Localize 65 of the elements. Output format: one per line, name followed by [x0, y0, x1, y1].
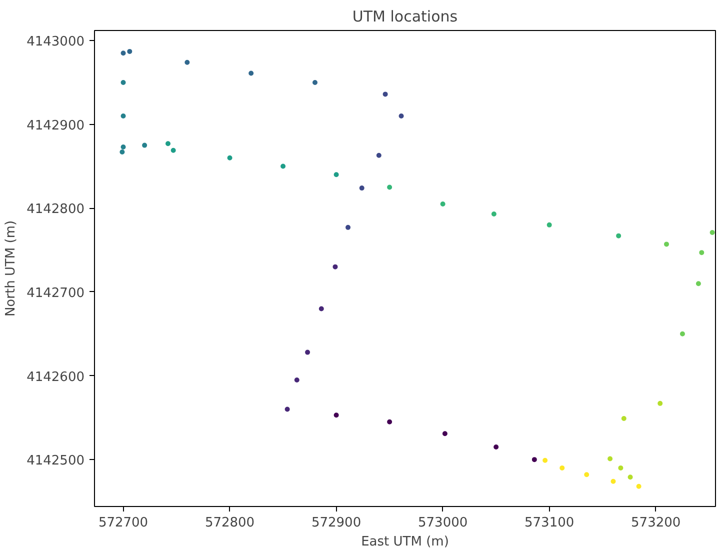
- point: [376, 152, 382, 158]
- point: [710, 230, 715, 235]
- point: [332, 264, 338, 270]
- chart-title: UTM locations: [352, 8, 458, 26]
- point: [120, 113, 126, 118]
- point: [440, 201, 446, 206]
- point: [120, 50, 126, 56]
- point: [636, 484, 642, 489]
- point: [120, 80, 126, 85]
- point: [532, 457, 537, 462]
- x-tick-label: 572800: [204, 516, 255, 530]
- point: [696, 281, 701, 286]
- point: [618, 465, 624, 470]
- point: [560, 465, 565, 470]
- point: [382, 92, 388, 97]
- point: [284, 406, 290, 412]
- point: [616, 233, 622, 238]
- point: [542, 458, 548, 463]
- point: [494, 444, 499, 450]
- point: [170, 148, 176, 153]
- x-tick-label: 573200: [631, 516, 681, 530]
- point: [120, 144, 126, 150]
- x-tick-label: 572700: [98, 516, 148, 530]
- point: [305, 350, 310, 355]
- y-tick-label: 4142700: [26, 286, 85, 301]
- point: [491, 212, 496, 217]
- y-tick-label: 4142600: [26, 370, 85, 385]
- x-tick-label: 572900: [311, 516, 362, 530]
- point: [334, 172, 339, 178]
- point: [664, 242, 669, 247]
- point: [584, 472, 590, 478]
- point: [387, 184, 392, 190]
- y-tick-label: 4142500: [26, 454, 85, 469]
- point: [334, 412, 339, 418]
- point: [359, 186, 364, 191]
- point: [227, 155, 232, 160]
- point: [621, 416, 626, 422]
- point: [294, 377, 300, 382]
- point: [318, 306, 324, 312]
- y-tick-label: 4142800: [26, 202, 85, 218]
- x-axis-title: East UTM (m): [361, 534, 449, 550]
- point: [442, 431, 448, 436]
- point: [387, 419, 392, 424]
- y-tick-label: 4142900: [26, 118, 85, 134]
- point: [398, 113, 404, 118]
- point: [120, 150, 125, 155]
- point: [312, 80, 318, 85]
- point: [546, 222, 552, 228]
- point: [628, 474, 633, 480]
- point: [658, 400, 663, 406]
- point: [680, 331, 685, 336]
- point: [280, 164, 286, 169]
- point: [184, 60, 190, 65]
- point: [142, 142, 148, 148]
- point: [248, 70, 254, 76]
- point: [699, 250, 704, 256]
- x-tick-label: 573100: [524, 516, 574, 530]
- point: [165, 141, 170, 146]
- y-tick-label: 4143000: [26, 34, 85, 50]
- x-tick-label: 573000: [418, 516, 468, 530]
- y-axis-title: North UTM (m): [4, 220, 19, 317]
- point: [127, 48, 132, 54]
- point: [610, 478, 616, 484]
- point: [346, 224, 351, 230]
- point: [608, 456, 613, 462]
